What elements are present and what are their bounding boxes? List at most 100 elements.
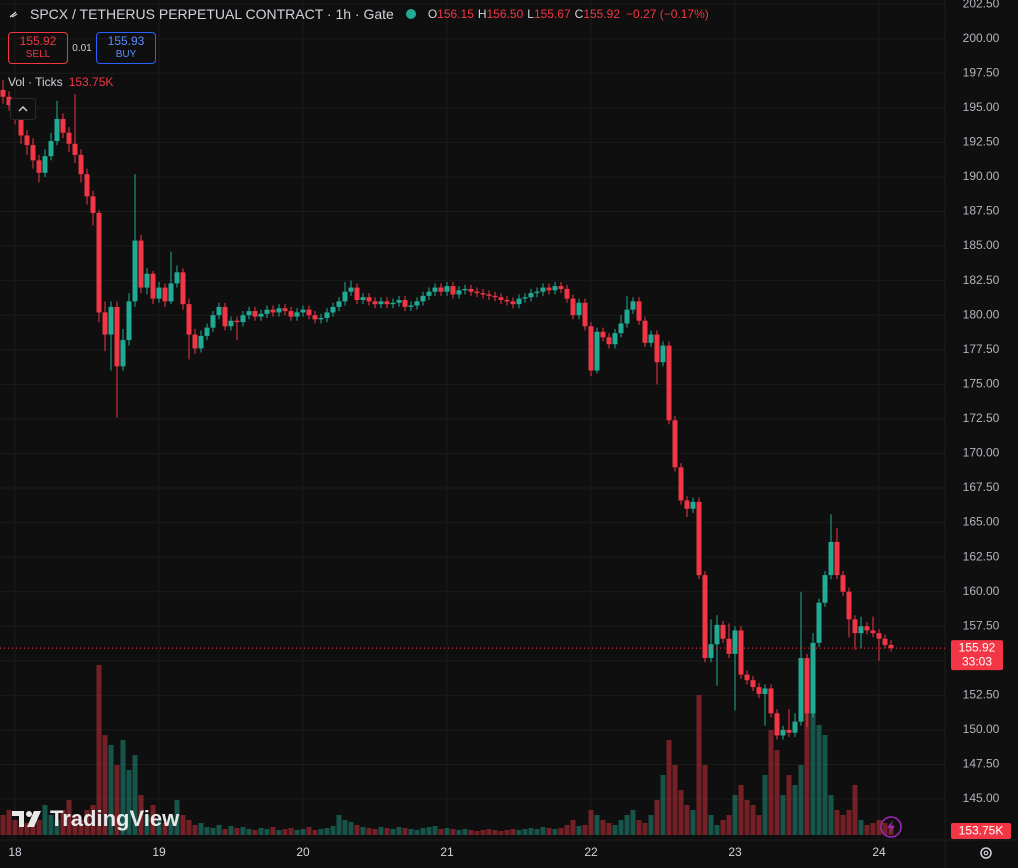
candle-body: [342, 291, 348, 302]
volume-bar: [348, 822, 354, 835]
volume-bar: [210, 828, 216, 835]
bolt-button[interactable]: [880, 816, 902, 838]
volume-bar: [24, 823, 30, 835]
candle-body: [174, 272, 180, 284]
candle-body: [678, 467, 684, 501]
candle-body: [78, 154, 84, 175]
candle-body: [450, 286, 456, 295]
candle-body: [546, 287, 552, 291]
last-price-label: 155.92: [959, 640, 996, 654]
volume-bar: [84, 810, 90, 835]
candle-body: [588, 326, 594, 371]
volume-bar: [252, 830, 258, 835]
volume-bar: [222, 829, 228, 835]
grid: [0, 0, 945, 840]
y-tick-label: 172.50: [963, 411, 1000, 425]
candle-body: [594, 331, 600, 371]
volume-bar: [870, 823, 876, 835]
buy-button[interactable]: 155.93 BUY: [96, 32, 156, 64]
volume-bar: [522, 829, 528, 835]
volume-bar: [834, 810, 840, 835]
candle-body: [714, 624, 720, 645]
volume-bar: [306, 827, 312, 835]
candle-body: [660, 345, 666, 363]
volume-bar: [816, 725, 822, 835]
volume-bar: [456, 830, 462, 835]
candle-body: [90, 196, 96, 213]
volume-bar: [390, 829, 396, 835]
volume-bar: [120, 740, 126, 835]
candle-body: [684, 500, 690, 509]
volume-bar: [264, 829, 270, 835]
candle-body: [582, 302, 588, 327]
volume-bar: [258, 828, 264, 835]
candle-body: [816, 602, 822, 643]
volume-bar: [66, 800, 72, 835]
candle-body: [420, 295, 426, 302]
candle-body: [768, 688, 774, 714]
collapse-button[interactable]: [10, 98, 36, 120]
chevron: [18, 106, 28, 112]
candle-body: [876, 633, 882, 639]
candle-body: [72, 143, 78, 155]
volume-bar: [168, 815, 174, 835]
candle-body: [180, 272, 186, 305]
volume-bar: [396, 827, 402, 835]
volume-bar: [90, 805, 96, 835]
volume-bar: [96, 665, 102, 835]
volume-bar: [174, 800, 180, 835]
symbol-icon: [9, 11, 18, 18]
sell-button[interactable]: 155.92 SELL: [8, 32, 68, 64]
watermark-text: TradingView: [50, 806, 180, 831]
candle-body: [570, 298, 576, 316]
volume-bar: [852, 785, 858, 835]
volume-bar: [780, 795, 786, 835]
candle-body: [54, 118, 60, 142]
volume-bar: [588, 810, 594, 835]
candle-body: [840, 575, 846, 592]
volume-bar: [660, 775, 666, 835]
settings-button[interactable]: [980, 847, 992, 859]
candle-body: [114, 306, 120, 367]
volume-bar: [858, 820, 864, 835]
volume-bar: [822, 735, 828, 835]
candle-body: [804, 658, 810, 714]
candle-body: [666, 345, 672, 421]
candle-body: [810, 642, 816, 714]
candle-body: [492, 295, 498, 298]
candle-body: [276, 308, 282, 313]
candle-body: [672, 420, 678, 468]
candle-body: [480, 293, 486, 295]
volume-bar: [708, 815, 714, 835]
x-tick-label: 23: [728, 845, 742, 859]
candle-body: [156, 287, 162, 299]
candle-body: [696, 501, 702, 576]
candle-body: [882, 638, 888, 645]
volume-bar: [288, 828, 294, 835]
volume-bar: [198, 823, 204, 835]
candle-body: [390, 302, 396, 305]
candle-body: [432, 287, 438, 292]
candle-body: [438, 287, 444, 292]
volume-bar: [234, 828, 240, 835]
y-tick-label: 187.50: [963, 204, 1000, 218]
candle-body: [648, 334, 654, 343]
candle-body: [324, 312, 330, 318]
candle-body: [474, 291, 480, 294]
volume-bar: [402, 828, 408, 835]
legend-value: 156.50: [486, 7, 524, 21]
volume-bar: [312, 830, 318, 835]
volume-bar: [180, 815, 186, 835]
x-tick-label: 22: [584, 845, 598, 859]
chevron-path: [18, 106, 28, 112]
candle-body: [792, 721, 798, 733]
candle-body: [558, 286, 564, 289]
volume-bar: [132, 755, 138, 835]
sell-label: SELL: [25, 49, 51, 60]
legend-key: C: [574, 7, 584, 21]
logo-part: [27, 811, 41, 827]
volume-bar: [666, 740, 672, 835]
volume-bar: [360, 827, 366, 835]
volume-bar: [246, 829, 252, 835]
